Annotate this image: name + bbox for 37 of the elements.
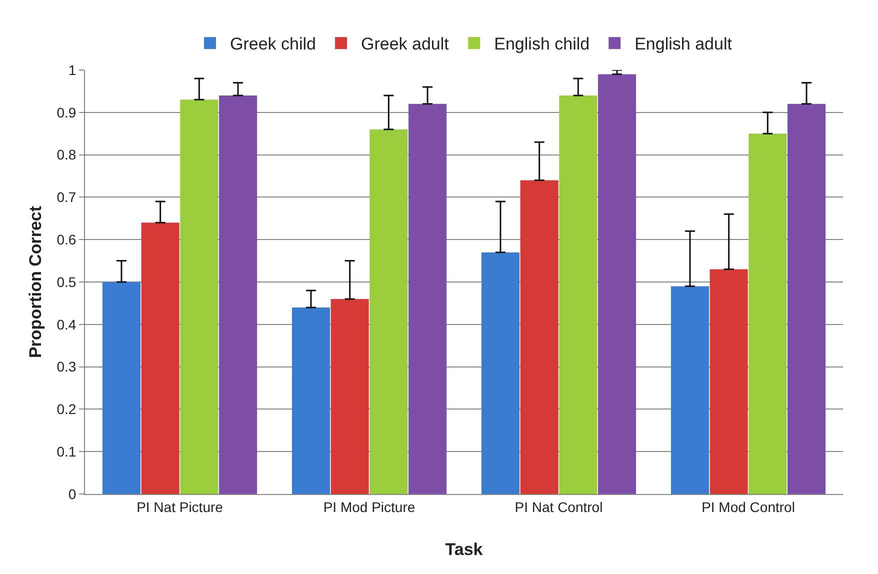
bar	[102, 282, 141, 494]
y-tick-label: 0.6	[56, 232, 76, 248]
legend-label: Greek child	[230, 34, 316, 54]
bar	[218, 95, 258, 494]
x-tick-label: PI Mod Picture	[323, 498, 416, 515]
bar	[408, 104, 447, 494]
legend-label: English adult	[634, 34, 732, 54]
x-tick-label: PI Mod Control	[702, 498, 795, 515]
bar	[141, 222, 180, 494]
y-tick-label: 0.5	[56, 274, 76, 290]
legend-label: Greek adult	[360, 34, 450, 54]
y-tick-label: 0.4	[56, 316, 76, 332]
bar	[670, 286, 710, 494]
bar	[598, 74, 636, 494]
bar	[180, 100, 218, 494]
bar	[559, 95, 598, 494]
y-tick-label: 0.1	[56, 444, 76, 460]
bar	[481, 252, 520, 494]
y-tick-label: 0.3	[56, 358, 76, 375]
y-tick-label: 0.9	[56, 104, 76, 120]
bar	[520, 180, 558, 494]
bar	[370, 129, 408, 494]
bar	[710, 269, 748, 494]
x-tick-label: PI Nat Picture	[136, 498, 224, 515]
y-axis-title: Proportion Correct	[26, 206, 45, 358]
bar	[292, 307, 330, 494]
bar	[748, 134, 787, 494]
y-tick-label: 0	[68, 486, 76, 502]
bar	[787, 104, 826, 494]
x-axis-title: Task	[445, 540, 484, 559]
y-tick-label: 1	[68, 62, 76, 78]
y-tick-label: 0.2	[56, 401, 76, 418]
y-tick-label: 0.8	[56, 146, 76, 163]
bar	[330, 298, 369, 494]
legend-label: English child	[494, 34, 590, 54]
x-tick-label: PI Nat Control	[514, 498, 603, 515]
y-tick-label: 0.7	[56, 189, 76, 206]
